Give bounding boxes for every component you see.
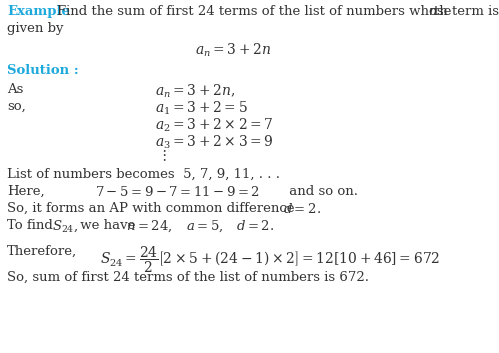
Text: $d = 2.$: $d = 2.$ — [283, 202, 321, 216]
Text: $\ \ d = 2.$: $\ \ d = 2.$ — [228, 219, 274, 233]
Text: Find the sum of first 24 terms of the list of numbers whose: Find the sum of first 24 terms of the li… — [57, 5, 452, 18]
Text: $n = 24,$: $n = 24,$ — [126, 219, 172, 234]
Text: $a_1 = 3 + 2 = 5$: $a_1 = 3 + 2 = 5$ — [155, 100, 248, 118]
Text: Therefore,: Therefore, — [7, 245, 77, 258]
Text: $a_2 = 3 + 2 \times 2 = 7$: $a_2 = 3 + 2 \times 2 = 7$ — [155, 117, 273, 134]
Text: n: n — [428, 5, 437, 18]
Text: $a_n = 3 + 2n$: $a_n = 3 + 2n$ — [195, 42, 271, 59]
Text: So, sum of first 24 terms of the list of numbers is 672.: So, sum of first 24 terms of the list of… — [7, 271, 369, 284]
Text: $a_n = 3 + 2n,$: $a_n = 3 + 2n,$ — [155, 83, 236, 100]
Text: and so on.: and so on. — [285, 185, 358, 198]
Text: $S_{24},$: $S_{24},$ — [52, 219, 78, 234]
Text: Solution :: Solution : — [7, 64, 79, 77]
Text: Example: Example — [7, 5, 70, 18]
Text: so,: so, — [7, 100, 26, 113]
Text: Here,: Here, — [7, 185, 44, 198]
Text: List of numbers becomes  5, 7, 9, 11, . . .: List of numbers becomes 5, 7, 9, 11, . .… — [7, 168, 280, 181]
Text: we have: we have — [76, 219, 140, 232]
Text: So, it forms an AP with common difference: So, it forms an AP with common differenc… — [7, 202, 299, 215]
Text: As: As — [7, 83, 23, 96]
Text: th term is: th term is — [434, 5, 499, 18]
Text: $\ \ a = 5,$: $\ \ a = 5,$ — [178, 219, 224, 234]
Text: To find: To find — [7, 219, 57, 232]
Text: given by: given by — [7, 22, 63, 35]
Text: $a_3 = 3 + 2 \times 3 = 9$: $a_3 = 3 + 2 \times 3 = 9$ — [155, 134, 274, 151]
Text: $\vdots$: $\vdots$ — [160, 148, 167, 163]
Text: $S_{24} = \dfrac{24}{2}\left[2\times5+(24-1)\times2\right] = 12\left[10+46\right: $S_{24} = \dfrac{24}{2}\left[2\times5+(2… — [100, 245, 440, 275]
Text: $7-5=9-7=11-9=2$: $7-5=9-7=11-9=2$ — [95, 185, 260, 199]
